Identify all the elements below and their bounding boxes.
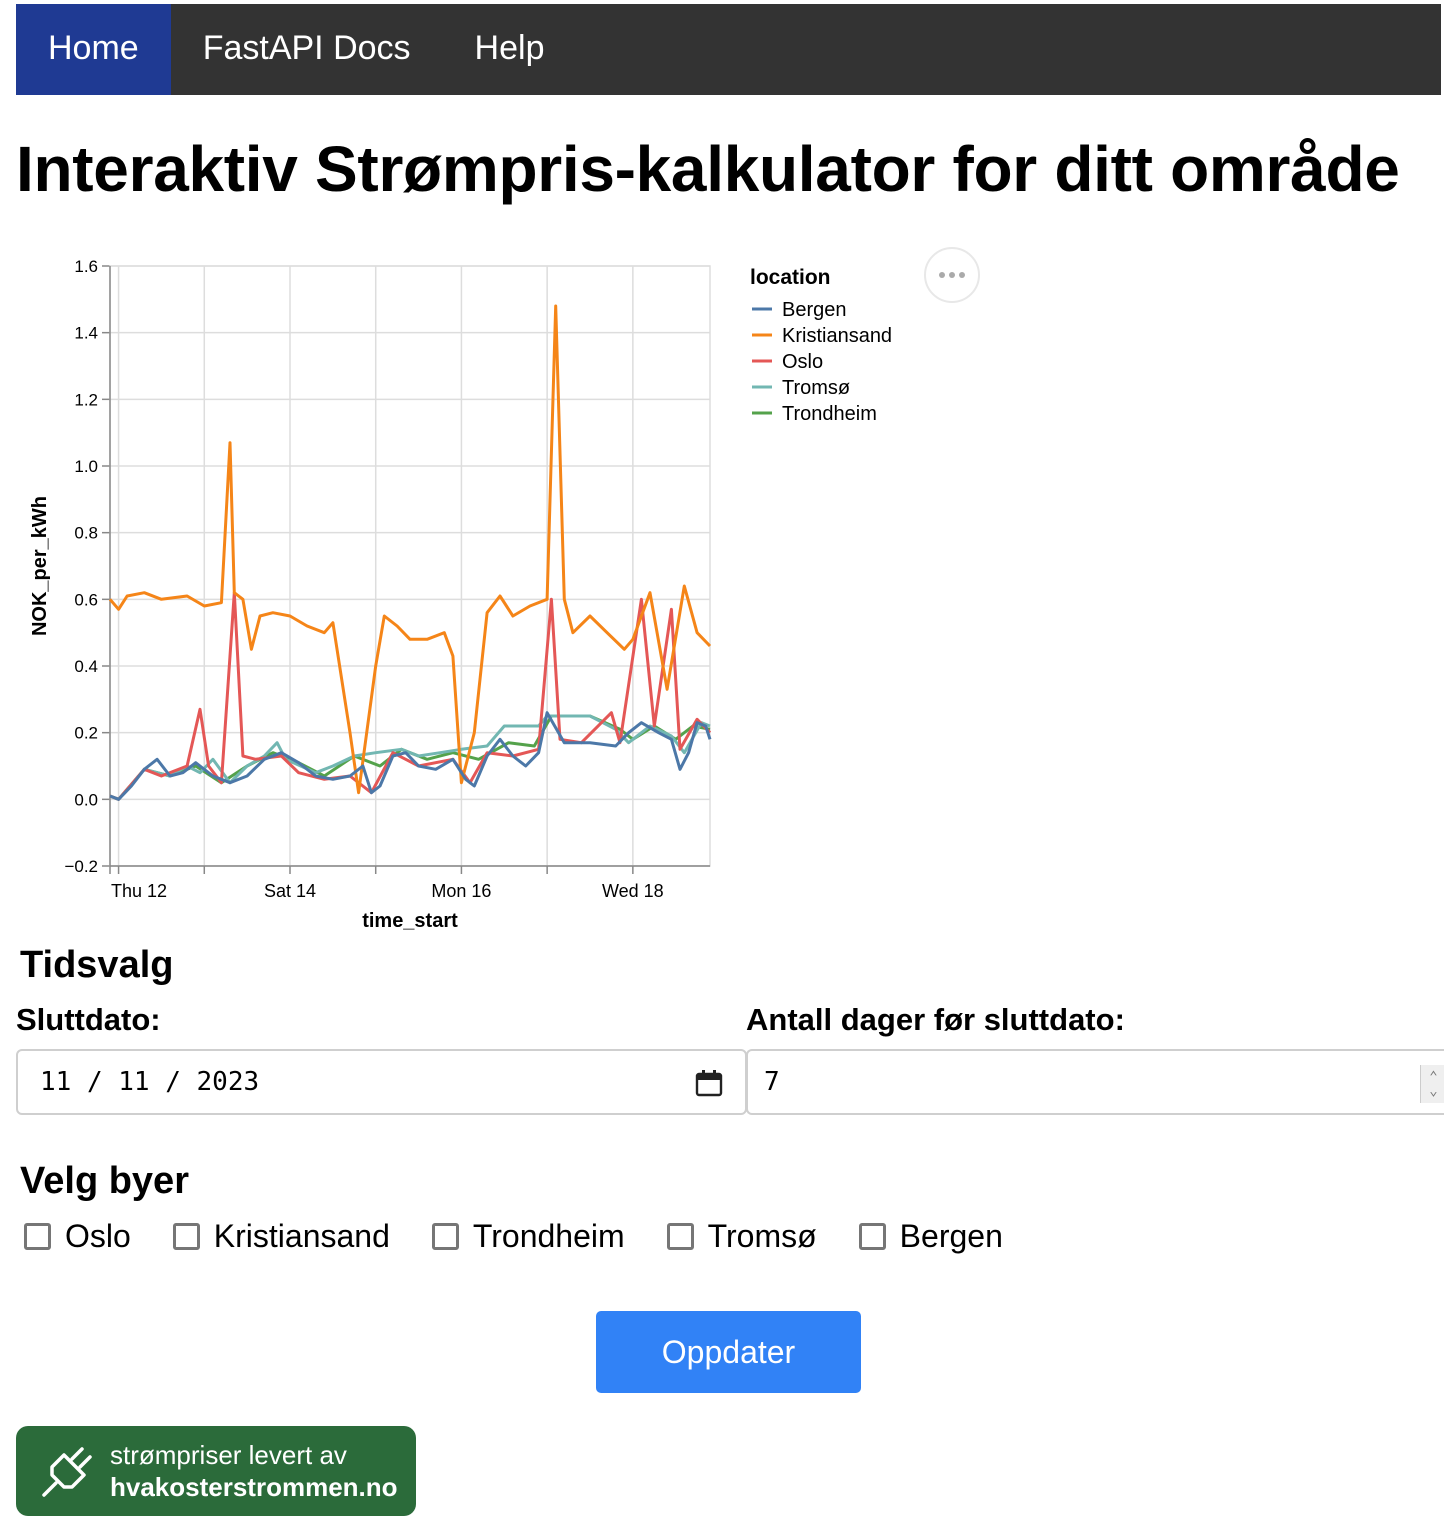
checkbox[interactable] <box>24 1223 51 1250</box>
city-checkbox-group: Oslo Kristiansand Trondheim Tromsø Berge… <box>24 1218 1045 1255</box>
series-line-tromsø <box>109 714 711 801</box>
x-tick-label: Thu 12 <box>111 881 167 901</box>
plug-icon <box>42 1447 92 1497</box>
y-tick-label: −0.2 <box>64 857 98 876</box>
y-axis-title: NOK_per_kWh <box>29 496 51 636</box>
plot-border <box>109 265 711 867</box>
checkbox[interactable] <box>666 1223 694 1250</box>
checkbox[interactable] <box>172 1223 200 1250</box>
y-tick-label: 0.6 <box>74 590 98 609</box>
nav-home[interactable]: Home <box>16 4 171 95</box>
checkbox[interactable] <box>431 1223 459 1250</box>
x-tick-label: Sat 14 <box>264 881 316 901</box>
legend-label: Bergen <box>782 299 847 321</box>
legend-label: Trondheim <box>782 403 877 425</box>
chevron-down-icon[interactable]: ⌄ <box>1429 1083 1438 1099</box>
series-line-oslo <box>109 591 712 801</box>
update-button[interactable]: Oppdater <box>596 1311 861 1393</box>
x-axis-title: time_start <box>362 910 458 932</box>
series-line-kristiansand <box>108 304 712 795</box>
data-provider-badge[interactable]: strømpriser levert av hvakosterstrommen.… <box>16 1426 416 1516</box>
y-tick-label: 0.0 <box>74 790 98 809</box>
chevron-up-icon[interactable]: ⌃ <box>1429 1069 1438 1085</box>
days-before-value: 7 <box>764 1067 780 1097</box>
days-before-label: Antall dager før sluttdato: <box>746 1002 1125 1037</box>
end-date-input[interactable]: 11 / 11 / 2023 <box>16 1049 747 1115</box>
y-tick-label: 1.2 <box>74 390 98 409</box>
days-before-input[interactable]: 7 ⌃ ⌄ <box>746 1049 1444 1115</box>
y-tick-label: 0.2 <box>74 724 98 743</box>
number-stepper[interactable]: ⌃ ⌄ <box>1420 1065 1444 1103</box>
badge-line1: strømpriser levert av <box>110 1440 347 1470</box>
y-tick-label: 0.8 <box>74 524 98 543</box>
end-date-value: 11 / 11 / 2023 <box>40 1067 260 1097</box>
legend-label: Tromsø <box>782 377 850 399</box>
x-tick-label: Wed 18 <box>602 881 664 901</box>
city-checkbox-kristiansand[interactable]: Kristiansand <box>172 1218 390 1255</box>
city-checkbox-bergen[interactable]: Bergen <box>858 1218 1003 1255</box>
y-tick-label: 1.0 <box>74 457 98 476</box>
calendar-icon[interactable] <box>695 1069 723 1097</box>
y-tick-label: 1.6 <box>74 257 98 276</box>
cities-heading: Velg byer <box>20 1160 189 1202</box>
top-nav: Home FastAPI Docs Help <box>16 4 1441 95</box>
y-tick-label: 0.4 <box>74 657 98 676</box>
city-checkbox-trondheim[interactable]: Trondheim <box>431 1218 625 1255</box>
legend-label: Oslo <box>782 351 823 373</box>
nav-fastapi-docs[interactable]: FastAPI Docs <box>202 29 411 67</box>
end-date-label: Sluttdato: <box>16 1002 161 1037</box>
time-selection-heading: Tidsvalg <box>20 944 174 986</box>
ellipsis-icon <box>939 272 945 278</box>
y-tick-label: 1.4 <box>74 324 98 343</box>
chart-actions-button[interactable] <box>924 247 980 303</box>
city-checkbox-oslo[interactable]: Oslo <box>24 1218 131 1255</box>
legend-title: location <box>750 266 831 289</box>
legend-label: Kristiansand <box>782 325 892 347</box>
checkbox[interactable] <box>858 1223 886 1250</box>
x-tick-label: Mon 16 <box>431 881 491 901</box>
page-title: Interaktiv Strømpris-kalkulator for ditt… <box>16 133 1400 205</box>
series-line-bergen <box>109 711 712 801</box>
badge-line2: hvakosterstrommen.no <box>110 1472 398 1502</box>
nav-help[interactable]: Help <box>474 29 545 67</box>
price-chart: −0.2 0.0 0.2 0.4 0.6 0.8 1.0 1.2 1.4 1.6 Thu 12 Sat… <box>29 257 892 932</box>
city-checkbox-tromso[interactable]: Tromsø <box>666 1218 817 1255</box>
